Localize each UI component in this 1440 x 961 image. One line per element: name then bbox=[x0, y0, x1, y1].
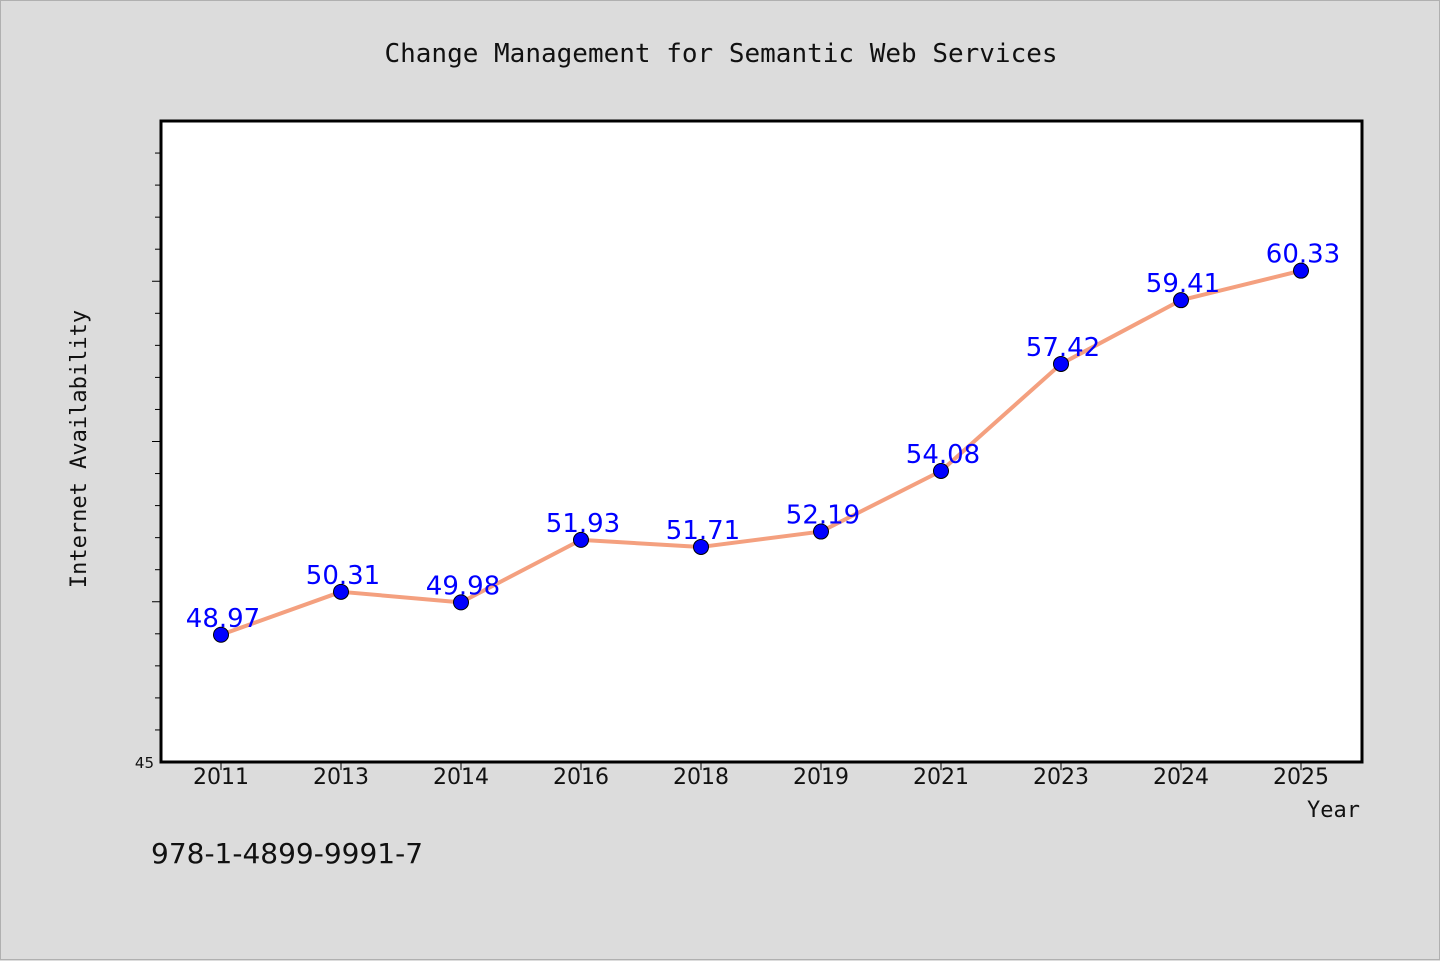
data-label: 51.93 bbox=[546, 509, 620, 539]
y-axis-ticks bbox=[152, 152, 161, 731]
isbn-footer: 978-1-4899-9991-7 bbox=[151, 837, 423, 870]
x-axis-ticks: 2011 2013 2014 2016 2018 2019 2021 2023 2024 2025 bbox=[193, 762, 1329, 790]
data-point bbox=[1173, 292, 1189, 309]
data-label: 52.19 bbox=[786, 501, 860, 531]
x-tick-label: 2011 bbox=[193, 765, 249, 790]
data-label: 60.33 bbox=[1266, 240, 1340, 270]
data-point bbox=[1053, 355, 1069, 372]
x-tick-label: 2013 bbox=[313, 765, 369, 790]
plot-area bbox=[159, 119, 1364, 764]
data-label: 57.42 bbox=[1026, 333, 1100, 363]
chart-title: Change Management for Semantic Web Servi… bbox=[384, 39, 1057, 69]
data-point bbox=[333, 583, 349, 600]
series-line bbox=[219, 268, 1303, 637]
x-tick-label: 2021 bbox=[913, 765, 969, 790]
y-axis-label: Internet Availability bbox=[67, 310, 92, 588]
x-tick-label: 2019 bbox=[793, 765, 849, 790]
x-tick-label: 2024 bbox=[1153, 765, 1209, 790]
data-label: 49.98 bbox=[426, 571, 500, 601]
x-tick-label: 2025 bbox=[1273, 765, 1329, 790]
x-axis-label: Year bbox=[1307, 798, 1360, 823]
data-point bbox=[813, 523, 829, 540]
data-point bbox=[693, 538, 709, 555]
data-label: 59.41 bbox=[1146, 269, 1220, 299]
data-label: 54.08 bbox=[906, 440, 980, 470]
y-tick-label-min: 45 bbox=[135, 754, 154, 772]
x-tick-label: 2023 bbox=[1033, 765, 1089, 790]
data-point bbox=[1293, 262, 1309, 279]
data-label: 50.31 bbox=[306, 561, 380, 591]
data-point bbox=[933, 462, 949, 479]
data-point bbox=[573, 531, 589, 548]
x-tick-label: 2016 bbox=[553, 765, 609, 790]
data-point bbox=[453, 594, 469, 611]
data-label: 51.71 bbox=[666, 516, 740, 546]
x-tick-label: 2014 bbox=[433, 765, 489, 790]
x-tick-label: 2018 bbox=[673, 765, 729, 790]
data-point bbox=[213, 626, 229, 643]
data-label: 48.97 bbox=[186, 604, 260, 634]
series-line-group: 48.97 50.31 49.98 51.93 51.71 52.19 54.08 57.42… bbox=[186, 240, 1340, 643]
